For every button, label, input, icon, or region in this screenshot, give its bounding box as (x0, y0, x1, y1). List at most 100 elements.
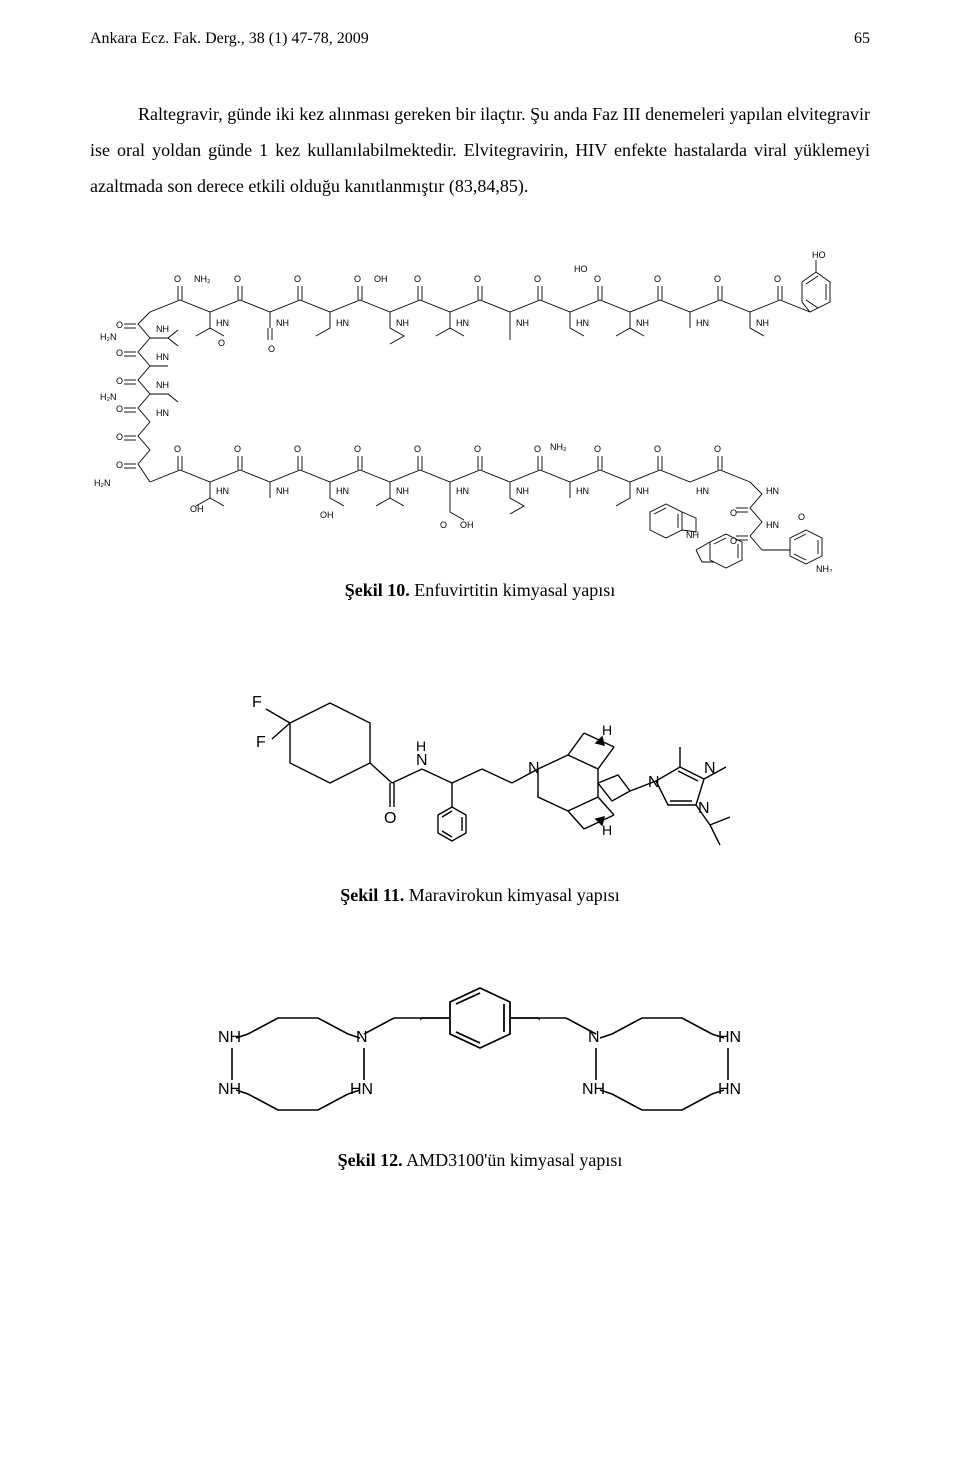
svg-text:HN: HN (336, 486, 349, 496)
left-n-linker: N (356, 1029, 368, 1046)
svg-text:HN: HN (156, 408, 169, 418)
figure-12: NH NH N HN N NH HN HN Şekil 12. AMD3100'… (90, 942, 870, 1171)
right-nh-bot: NH (582, 1081, 605, 1098)
svg-text:HO: HO (574, 264, 588, 274)
svg-text:O: O (268, 344, 275, 354)
svg-text:NH: NH (276, 318, 289, 328)
figure-10: ONH₂ OO OOH OO OHO OO OO HO OO OO OO H₂N… (90, 232, 870, 601)
svg-text:O: O (714, 444, 721, 454)
svg-text:HN: HN (456, 318, 469, 328)
svg-text:O: O (534, 274, 541, 284)
atom-h-bot: H (602, 822, 612, 838)
svg-text:O: O (116, 376, 123, 386)
svg-text:O: O (116, 432, 123, 442)
svg-text:O: O (730, 536, 737, 546)
svg-text:O: O (116, 404, 123, 414)
svg-text:O: O (218, 338, 225, 348)
svg-text:HN: HN (576, 318, 589, 328)
svg-text:NH: NH (686, 530, 699, 540)
atom-f1: F (252, 694, 262, 711)
svg-text:NH: NH (156, 324, 169, 334)
page-header: Ankara Ecz. Fak. Derg., 38 (1) 47-78, 20… (90, 30, 870, 48)
svg-text:O: O (654, 274, 661, 284)
left-nh-top: NH (218, 1029, 241, 1046)
svg-text:NH₂: NH₂ (550, 442, 567, 452)
svg-text:O: O (730, 508, 737, 518)
right-hn-bot: HN (718, 1081, 741, 1098)
svg-text:O: O (594, 274, 601, 284)
svg-text:O: O (116, 460, 123, 470)
svg-text:NH: NH (636, 486, 649, 496)
right-hn-top: HN (718, 1029, 741, 1046)
svg-text:O: O (534, 444, 541, 454)
svg-text:HN: HN (696, 486, 709, 496)
svg-text:O: O (174, 274, 181, 284)
svg-text:NH: NH (156, 380, 169, 390)
svg-text:HN: HN (576, 486, 589, 496)
svg-text:NH: NH (516, 318, 529, 328)
svg-text:O: O (354, 274, 361, 284)
svg-text:HN: HN (336, 318, 349, 328)
atom-o: O (384, 810, 396, 827)
atom-n-amide: N (416, 752, 428, 769)
svg-text:O: O (774, 274, 781, 284)
journal-citation: Ankara Ecz. Fak. Derg., 38 (1) 47-78, 20… (90, 30, 369, 48)
figure-11: F F O N H N H H N N N Şekil 11. Maraviro… (90, 637, 870, 906)
left-hn-bot: HN (350, 1081, 373, 1098)
svg-text:NH₂: NH₂ (816, 564, 833, 572)
svg-text:OH: OH (190, 504, 204, 514)
atom-n-t3: N (698, 800, 710, 817)
maraviroc-structure: F F O N H N H H N N N (200, 637, 760, 877)
svg-text:O: O (116, 320, 123, 330)
svg-text:O: O (116, 348, 123, 358)
svg-text:H₂N: H₂N (100, 332, 117, 342)
svg-text:HN: HN (456, 486, 469, 496)
svg-text:O: O (474, 444, 481, 454)
svg-text:O: O (474, 274, 481, 284)
atom-h-top: H (602, 722, 612, 738)
atom-n-pip: N (528, 760, 540, 777)
svg-text:HN: HN (696, 318, 709, 328)
svg-text:O: O (294, 274, 301, 284)
svg-text:HN: HN (766, 520, 779, 530)
svg-text:HN: HN (156, 352, 169, 362)
svg-text:O: O (174, 444, 181, 454)
svg-text:O: O (594, 444, 601, 454)
svg-text:O: O (234, 274, 241, 284)
svg-text:O: O (440, 520, 447, 530)
svg-text:NH: NH (516, 486, 529, 496)
amd3100-structure: NH NH N HN N NH HN HN (170, 942, 790, 1142)
svg-text:NH₂: NH₂ (194, 274, 211, 284)
figure-11-label: Şekil 11. (340, 885, 404, 905)
figure-11-text: Maravirokun kimyasal yapısı (409, 885, 620, 905)
svg-text:O: O (294, 444, 301, 454)
svg-text:HN: HN (216, 486, 229, 496)
body-paragraph: Raltegravir, günde iki kez alınması gere… (90, 96, 870, 204)
atom-h-amide: H (416, 738, 426, 754)
atom-n-t2: N (704, 760, 716, 777)
svg-text:HN: HN (766, 486, 779, 496)
svg-text:O: O (798, 512, 805, 522)
svg-text:O: O (714, 274, 721, 284)
svg-text:NH: NH (396, 486, 409, 496)
left-nh-bot: NH (218, 1081, 241, 1098)
svg-text:HO: HO (812, 250, 826, 260)
svg-text:NH: NH (636, 318, 649, 328)
svg-text:O: O (234, 444, 241, 454)
figure-11-caption: Şekil 11. Maravirokun kimyasal yapısı (340, 885, 620, 906)
svg-text:NH: NH (396, 318, 409, 328)
svg-text:H₂N: H₂N (100, 392, 117, 402)
figure-10-caption: Şekil 10. Enfuvirtitin kimyasal yapısı (345, 580, 616, 601)
right-n-linker: N (588, 1029, 600, 1046)
svg-text:O: O (654, 444, 661, 454)
svg-text:OH: OH (374, 274, 388, 284)
atom-n-t1: N (648, 774, 660, 791)
svg-text:NH: NH (276, 486, 289, 496)
svg-text:OH: OH (320, 510, 334, 520)
svg-text:O: O (414, 444, 421, 454)
svg-text:OH: OH (460, 520, 474, 530)
figure-12-caption: Şekil 12. AMD3100'ün kimyasal yapısı (338, 1150, 623, 1171)
svg-text:HN: HN (216, 318, 229, 328)
svg-text:H₂N: H₂N (94, 478, 111, 488)
svg-text:NH: NH (756, 318, 769, 328)
